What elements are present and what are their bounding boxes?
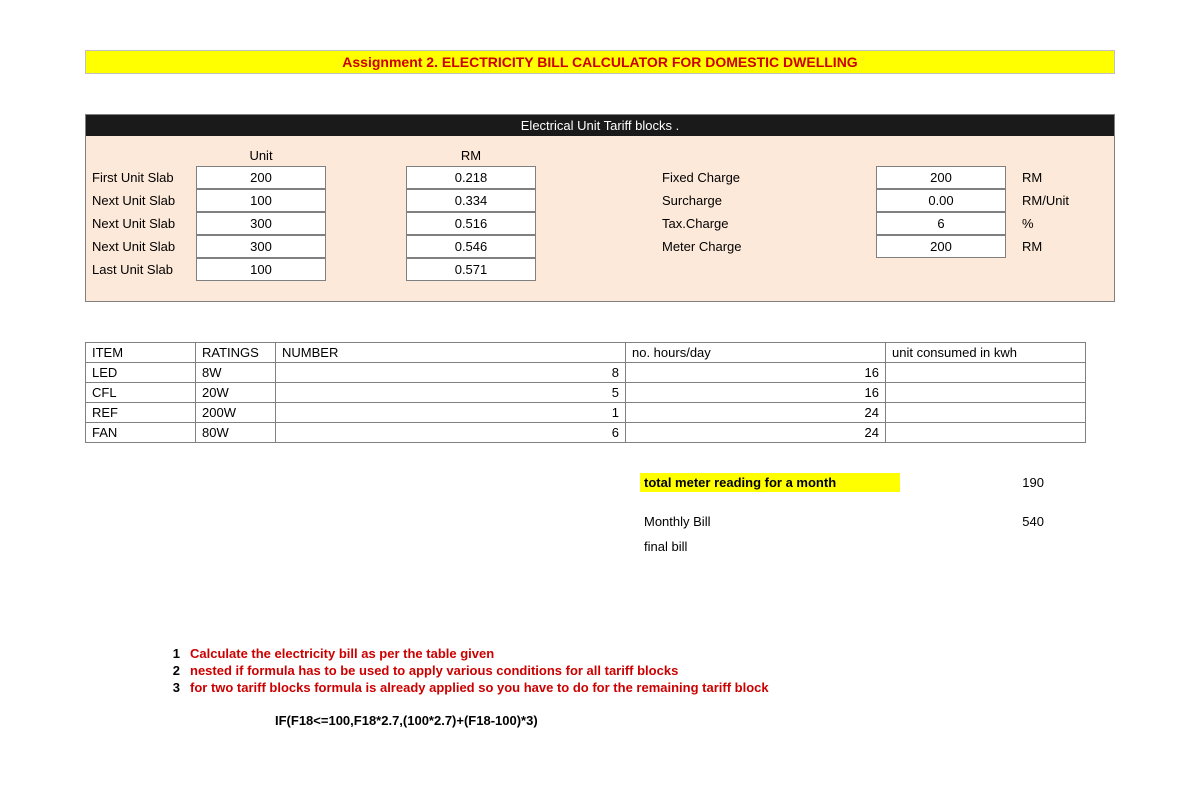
- table-row: REF 200W 1 24: [86, 403, 1086, 423]
- monthly-bill-label: Monthly Bill: [640, 512, 900, 531]
- instruction-num: 3: [160, 680, 190, 695]
- total-meter-label: total meter reading for a month: [640, 473, 900, 492]
- cell-item: LED: [86, 363, 196, 383]
- slab-unit: 300: [196, 212, 326, 235]
- charge-value: 200: [876, 235, 1006, 258]
- slab-rm: 0.516: [406, 212, 536, 235]
- slab-rm: 0.571: [406, 258, 536, 281]
- charge-label: Meter Charge: [656, 235, 816, 258]
- charge-value: 0.00: [876, 189, 1006, 212]
- charge-unit: RM/Unit: [1006, 189, 1066, 212]
- formula-text: IF(F18<=100,F18*2.7,(100*2.7)+(F18-100)*…: [275, 713, 1115, 728]
- cell-ratings: 8W: [196, 363, 276, 383]
- tariff-grid: Unit RM First Unit Slab 200 0.218 Fixed …: [86, 144, 1114, 281]
- final-bill-value: [900, 537, 1050, 556]
- total-meter-value: 190: [900, 473, 1050, 492]
- instruction-text: Calculate the electricity bill as per th…: [190, 646, 494, 661]
- charge-value: 6: [876, 212, 1006, 235]
- charge-unit: RM: [1006, 166, 1066, 189]
- slab-unit: 100: [196, 189, 326, 212]
- slab-rm: 0.218: [406, 166, 536, 189]
- cell-consumed: [886, 363, 1086, 383]
- charge-label: Tax.Charge: [656, 212, 816, 235]
- instructions: 1 Calculate the electricity bill as per …: [160, 646, 1115, 695]
- items-table: ITEM RATINGS NUMBER no. hours/day unit c…: [85, 342, 1086, 443]
- cell-hours: 16: [626, 383, 886, 403]
- slab-label: Next Unit Slab: [86, 235, 196, 258]
- table-row: FAN 80W 6 24: [86, 423, 1086, 443]
- cell-ratings: 200W: [196, 403, 276, 423]
- slab-label: Last Unit Slab: [86, 258, 196, 281]
- cell-number: 8: [276, 363, 626, 383]
- monthly-bill-value: 540: [900, 512, 1050, 531]
- cell-consumed: [886, 383, 1086, 403]
- cell-consumed: [886, 403, 1086, 423]
- cell-hours: 24: [626, 403, 886, 423]
- cell-ratings: 20W: [196, 383, 276, 403]
- slab-rm: 0.546: [406, 235, 536, 258]
- slab-rm: 0.334: [406, 189, 536, 212]
- cell-consumed: [886, 423, 1086, 443]
- col-consumed: unit consumed in kwh: [886, 343, 1086, 363]
- col-ratings: RATINGS: [196, 343, 276, 363]
- slab-label: Next Unit Slab: [86, 189, 196, 212]
- table-row: CFL 20W 5 16: [86, 383, 1086, 403]
- charge-label: Fixed Charge: [656, 166, 816, 189]
- tariff-section: Electrical Unit Tariff blocks . Unit RM …: [85, 114, 1115, 302]
- tariff-subtitle: Electrical Unit Tariff blocks .: [86, 115, 1114, 136]
- instruction-text: for two tariff blocks formula is already…: [190, 680, 769, 695]
- cell-hours: 16: [626, 363, 886, 383]
- charge-unit: %: [1006, 212, 1066, 235]
- slab-unit: 100: [196, 258, 326, 281]
- charge-value: 200: [876, 166, 1006, 189]
- charge-unit: RM: [1006, 235, 1066, 258]
- cell-hours: 24: [626, 423, 886, 443]
- charge-label: Surcharge: [656, 189, 816, 212]
- instruction-num: 1: [160, 646, 190, 661]
- table-row: LED 8W 8 16: [86, 363, 1086, 383]
- slab-label: Next Unit Slab: [86, 212, 196, 235]
- page-title: Assignment 2. ELECTRICITY BILL CALCULATO…: [85, 50, 1115, 74]
- header-unit: Unit: [196, 144, 326, 166]
- cell-item: REF: [86, 403, 196, 423]
- cell-ratings: 80W: [196, 423, 276, 443]
- col-number: NUMBER: [276, 343, 626, 363]
- header-rm: RM: [406, 144, 536, 166]
- slab-label: First Unit Slab: [86, 166, 196, 189]
- final-bill-label: final bill: [640, 537, 900, 556]
- col-hours: no. hours/day: [626, 343, 886, 363]
- slab-unit: 200: [196, 166, 326, 189]
- cell-item: CFL: [86, 383, 196, 403]
- cell-number: 6: [276, 423, 626, 443]
- cell-number: 5: [276, 383, 626, 403]
- cell-item: FAN: [86, 423, 196, 443]
- col-item: ITEM: [86, 343, 196, 363]
- summary-section: total meter reading for a month 190 Mont…: [85, 473, 1115, 556]
- instruction-text: nested if formula has to be used to appl…: [190, 663, 678, 678]
- slab-unit: 300: [196, 235, 326, 258]
- table-header-row: ITEM RATINGS NUMBER no. hours/day unit c…: [86, 343, 1086, 363]
- cell-number: 1: [276, 403, 626, 423]
- instruction-num: 2: [160, 663, 190, 678]
